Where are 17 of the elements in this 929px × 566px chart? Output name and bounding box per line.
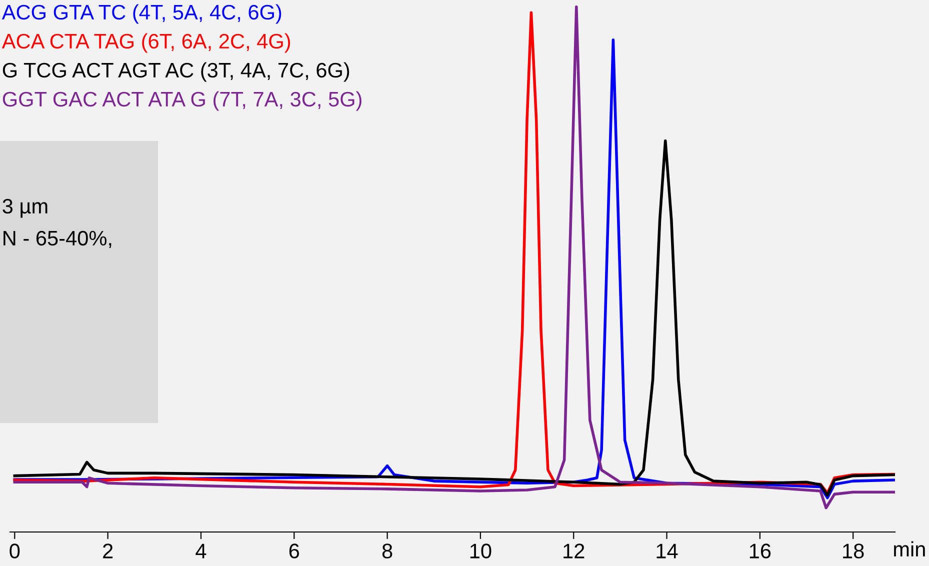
text: ACG GTA TC (4T, 5A, 4C, 6G) [2, 4, 282, 24]
x-tick-label: 0 [10, 544, 20, 558]
x-tick-label: 4 [196, 544, 206, 558]
x-tick-label: 8 [382, 544, 392, 558]
annotation: N - 65-40%, [4, 230, 112, 248]
x-axis-title: min [894, 541, 925, 556]
x-tick-label: 6 [289, 544, 300, 558]
x-tick-label: 14 [656, 544, 678, 558]
text: G TCG ACT AGT AC (3T, 4A, 7C, 6G) [2, 62, 350, 82]
text: GGT GAC ACT ATA G (7T, 7A, 3C, 5G) [2, 91, 362, 111]
x-tick-label: 12 [564, 544, 584, 558]
x-tick-label: 16 [750, 544, 771, 558]
annotation: 3 µm [2, 198, 48, 218]
x-tick-label: 18 [843, 544, 864, 558]
x-tick-label: 2 [103, 544, 113, 558]
text: ACA CTA TAG (6T, 6A, 2C, 4G) [2, 33, 290, 53]
x-tick-label: 10 [470, 544, 492, 558]
